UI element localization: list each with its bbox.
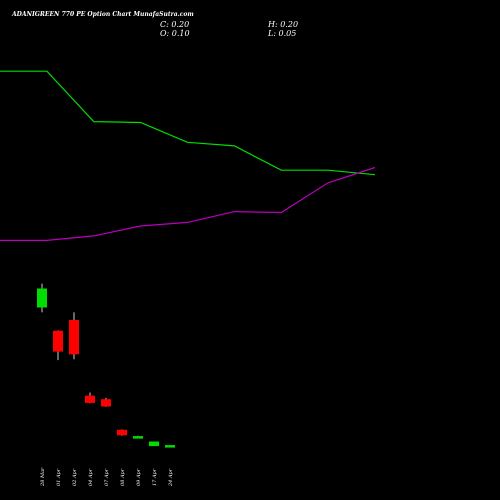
candle-09-apr bbox=[133, 435, 143, 439]
x-tick-label: 01 Apr bbox=[56, 468, 62, 486]
candle-body bbox=[149, 441, 159, 447]
x-axis-ticks: 28 Mar 01 Apr 02 Apr 04 Apr 07 Apr 08 Apr 09 A… bbox=[40, 467, 174, 487]
indicator-lines bbox=[0, 70, 376, 241]
candlesticks bbox=[37, 283, 175, 448]
candle-body bbox=[85, 395, 95, 403]
chart-title: ADANIGREEN 770 PE Option Chart MunafaSut… bbox=[11, 11, 194, 18]
x-tick-label: 28 Mar bbox=[40, 467, 46, 487]
candle-body bbox=[117, 429, 127, 436]
candle-04-apr bbox=[85, 392, 95, 404]
close-value: C: 0.20 bbox=[160, 20, 189, 29]
high-value: H: 0.20 bbox=[267, 20, 298, 29]
candle-07-apr bbox=[101, 397, 111, 407]
candle-body bbox=[101, 399, 111, 407]
candle-28-mar bbox=[37, 283, 47, 313]
series-line-1 bbox=[0, 70, 376, 176]
open-value: O: 0.10 bbox=[160, 29, 190, 38]
candle-17-apr bbox=[149, 441, 159, 447]
candle-body bbox=[133, 436, 143, 439]
candle-body bbox=[69, 320, 79, 355]
x-tick-label: 17 Apr bbox=[152, 468, 158, 486]
candle-body bbox=[53, 330, 63, 352]
candle-24-apr bbox=[165, 445, 175, 448]
x-tick-label: 04 Apr bbox=[88, 468, 94, 486]
candle-01-apr bbox=[53, 330, 63, 361]
x-tick-label: 09 Apr bbox=[136, 468, 142, 486]
candle-body bbox=[37, 288, 47, 308]
x-tick-label: 07 Apr bbox=[104, 468, 110, 486]
candle-02-apr bbox=[69, 312, 79, 360]
x-tick-label: 08 Apr bbox=[120, 468, 126, 486]
series-line-2 bbox=[0, 166, 376, 241]
candle-body bbox=[165, 445, 175, 448]
low-value: L: 0.05 bbox=[267, 29, 296, 38]
candle-08-apr bbox=[117, 429, 127, 436]
x-tick-label: 24 Apr bbox=[168, 468, 174, 487]
x-tick-label: 02 Apr bbox=[72, 468, 78, 486]
